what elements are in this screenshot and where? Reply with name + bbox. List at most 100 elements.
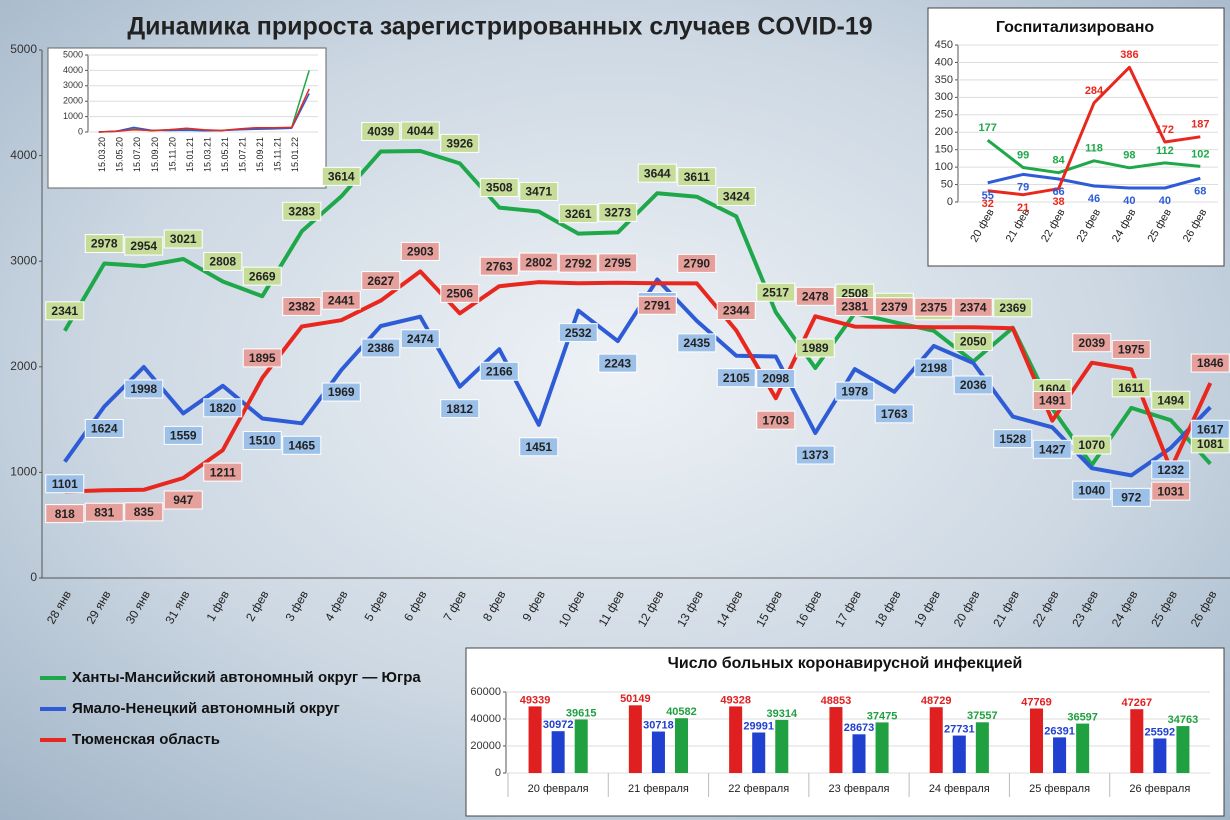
- data-label: 2386: [367, 341, 394, 355]
- label-box: [1190, 419, 1230, 439]
- label-box: [1111, 378, 1151, 398]
- data-label: 3644: [644, 166, 671, 180]
- bar: [528, 706, 542, 773]
- label-box: [637, 295, 677, 315]
- data-label: 28673: [844, 722, 875, 734]
- label-box: [479, 361, 519, 381]
- data-label: 26391: [1044, 725, 1075, 737]
- data-label: 118: [1085, 143, 1103, 155]
- legend-label: Тюменская область: [72, 731, 220, 748]
- label-box: [321, 382, 361, 402]
- y-tick-label: 200: [935, 126, 953, 138]
- data-label: 3611: [684, 170, 710, 184]
- bar: [651, 731, 665, 773]
- bar: [1076, 723, 1090, 773]
- y-tick-label: 20000: [470, 740, 501, 752]
- data-label: 835: [134, 505, 154, 519]
- label-box: [84, 419, 124, 439]
- data-label: 2374: [960, 300, 987, 314]
- bar: [551, 731, 565, 773]
- data-label: 2508: [841, 286, 868, 300]
- data-label: 1978: [841, 384, 868, 398]
- data-label: 1763: [881, 407, 908, 421]
- label-box: [953, 297, 993, 317]
- hospital-panel: [927, 7, 1225, 267]
- label-box: [1111, 339, 1151, 359]
- label-box: [361, 121, 401, 141]
- data-label: 3508: [486, 181, 513, 195]
- data-label: 2036: [960, 378, 987, 392]
- y-tick-label: 0: [495, 767, 501, 779]
- data-label: 34763: [1168, 714, 1199, 726]
- bar: [1029, 708, 1044, 773]
- label-box: [914, 358, 954, 378]
- data-label: 1820: [209, 401, 236, 415]
- x-tick-label: 20 февраля: [528, 783, 589, 795]
- label-box: [400, 329, 440, 349]
- x-tick-label: 24 февраля: [929, 783, 990, 795]
- data-label: 2098: [762, 372, 789, 386]
- data-label: 2517: [762, 285, 789, 299]
- label-box: [953, 375, 993, 395]
- x-tick-label: 25 февраля: [1029, 783, 1090, 795]
- data-label: 1975: [1118, 343, 1145, 357]
- label-box: [558, 323, 598, 343]
- data-label: 99: [1017, 149, 1029, 161]
- label-box: [361, 271, 401, 291]
- data-label: 3424: [723, 190, 750, 204]
- series-line: [98, 88, 310, 133]
- data-label: 79: [1017, 182, 1029, 194]
- data-label: 2903: [407, 245, 434, 259]
- label-box: [1072, 480, 1112, 500]
- data-label: 1232: [1157, 463, 1184, 477]
- data-label: 947: [173, 493, 193, 507]
- label-box: [874, 297, 914, 317]
- y-tick-label: 4000: [10, 148, 37, 162]
- data-label: 37475: [867, 710, 898, 722]
- inset-panel: [47, 47, 327, 189]
- data-label: 48853: [821, 695, 852, 707]
- label-box: [321, 166, 361, 186]
- data-label: 25592: [1145, 726, 1176, 738]
- chart-title: Динамика прироста зарегистрированных слу…: [127, 13, 872, 41]
- data-label: 2669: [249, 269, 276, 283]
- label-box: [400, 121, 440, 141]
- data-label: 2341: [51, 304, 78, 318]
- data-label: 1040: [1078, 483, 1105, 497]
- label-box: [1151, 481, 1191, 501]
- bar: [829, 707, 843, 773]
- data-label: 1617: [1197, 422, 1224, 436]
- label-box: [124, 236, 164, 256]
- data-label: 1624: [91, 422, 118, 436]
- data-label: 172: [1156, 124, 1174, 136]
- data-label: 30972: [543, 719, 574, 731]
- label-box: [84, 234, 124, 254]
- data-label: 2166: [486, 364, 513, 378]
- data-label: 1559: [170, 429, 197, 443]
- label-box: [282, 201, 322, 221]
- y-tick-label: 250: [935, 109, 953, 121]
- data-label: 55: [982, 190, 994, 202]
- data-label: 2344: [723, 304, 750, 318]
- label-box: [677, 253, 717, 273]
- data-label: 1465: [288, 438, 315, 452]
- data-label: 187: [1191, 119, 1209, 131]
- x-tick-label: 15.01.22: [290, 137, 300, 172]
- data-label: 3926: [446, 137, 473, 151]
- data-label: 2627: [367, 274, 394, 288]
- data-label: 1846: [1197, 356, 1224, 370]
- series-line: [98, 93, 310, 133]
- y-tick-label: 0: [30, 570, 37, 584]
- label-box: [203, 398, 243, 418]
- data-label: 39314: [766, 708, 797, 720]
- y-tick-label: 40000: [470, 713, 501, 725]
- y-tick-label: 2000: [63, 96, 83, 106]
- label-box: [716, 300, 756, 320]
- y-tick-label: 400: [935, 56, 953, 68]
- data-label: 1998: [130, 382, 157, 396]
- data-label: 40: [1159, 195, 1171, 207]
- label-box: [914, 297, 954, 317]
- data-label: 49328: [720, 694, 751, 706]
- label-box: [756, 282, 796, 302]
- data-label: 50149: [620, 693, 651, 705]
